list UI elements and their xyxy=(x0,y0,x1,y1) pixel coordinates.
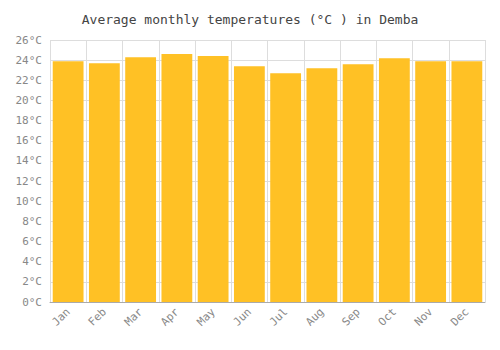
svg-text:10°C: 10°C xyxy=(16,195,43,208)
svg-text:Aug: Aug xyxy=(303,305,326,328)
svg-text:0°C: 0°C xyxy=(22,296,42,309)
svg-text:18°C: 18°C xyxy=(16,114,43,127)
svg-text:24°C: 24°C xyxy=(16,54,43,67)
svg-text:Oct: Oct xyxy=(376,305,399,328)
svg-text:Apr: Apr xyxy=(158,305,181,328)
svg-text:May: May xyxy=(194,305,217,328)
svg-text:Jul: Jul xyxy=(267,305,290,328)
svg-text:14°C: 14°C xyxy=(16,154,43,167)
svg-text:2°C: 2°C xyxy=(22,275,42,288)
svg-text:Feb: Feb xyxy=(86,305,109,328)
svg-text:Dec: Dec xyxy=(448,305,471,328)
svg-text:Jun: Jun xyxy=(231,305,254,328)
svg-text:Nov: Nov xyxy=(412,305,435,328)
svg-text:Average monthly temperatures (: Average monthly temperatures (°C ) in De… xyxy=(82,12,419,27)
svg-text:20°C: 20°C xyxy=(16,94,43,107)
svg-text:Mar: Mar xyxy=(122,305,145,328)
svg-text:8°C: 8°C xyxy=(22,215,42,228)
svg-text:Sep: Sep xyxy=(339,305,362,328)
svg-text:Jan: Jan xyxy=(49,305,72,328)
svg-text:4°C: 4°C xyxy=(22,255,42,268)
svg-text:6°C: 6°C xyxy=(22,235,42,248)
svg-text:22°C: 22°C xyxy=(16,74,43,87)
svg-text:12°C: 12°C xyxy=(16,175,43,188)
svg-text:26°C: 26°C xyxy=(16,34,43,47)
svg-text:16°C: 16°C xyxy=(16,134,43,147)
